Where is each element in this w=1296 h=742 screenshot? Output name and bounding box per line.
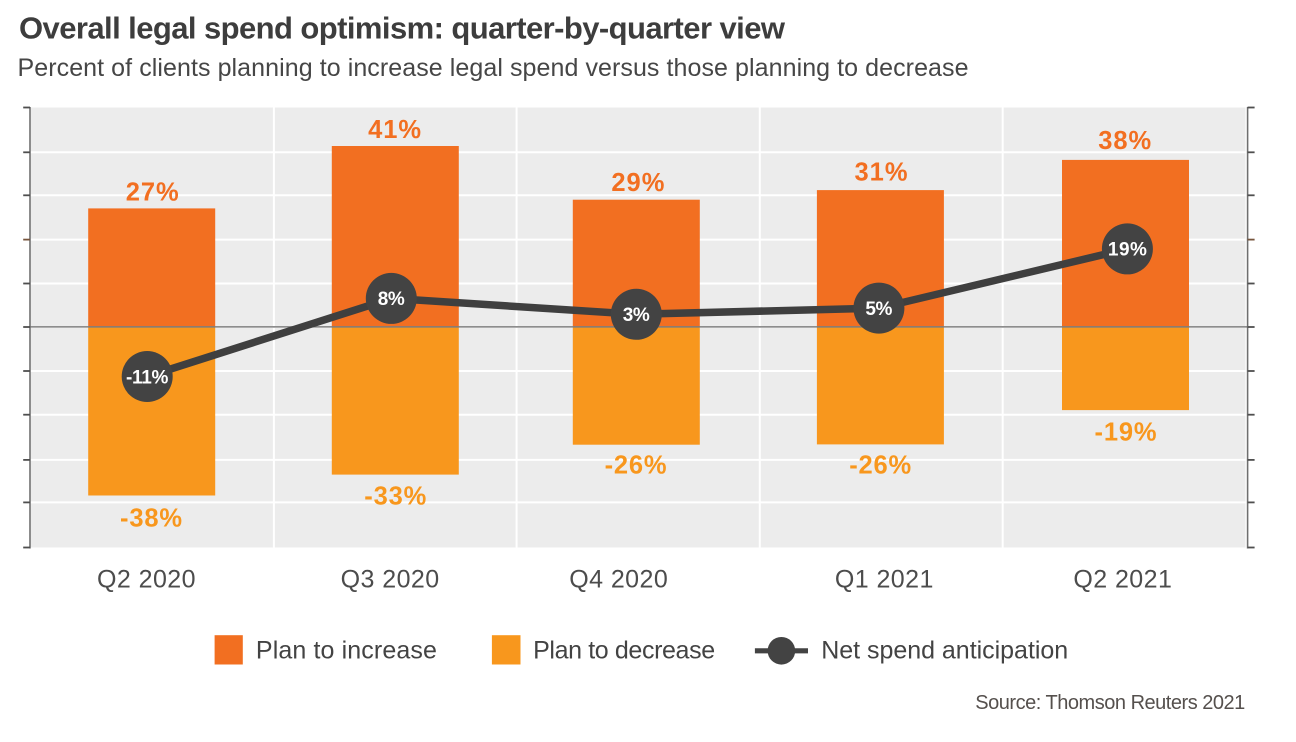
svg-text:-19%: -19% [1095,419,1157,447]
svg-text:Plan to decrease: Plan to decrease [533,636,715,664]
svg-text:Q1 2021: Q1 2021 [835,566,934,594]
svg-text:31%: 31% [855,158,908,186]
svg-text:Overall legal spend optimism:: Overall legal spend optimism: quarter-by… [19,10,786,45]
svg-text:Plan to increase: Plan to increase [256,636,437,664]
svg-text:41%: 41% [368,116,421,144]
svg-text:Q2 2020: Q2 2020 [97,566,196,594]
svg-text:Q4 2020: Q4 2020 [569,566,668,594]
svg-text:-26%: -26% [849,451,911,479]
svg-text:8%: 8% [378,289,405,310]
svg-text:Net spend anticipation: Net spend anticipation [821,636,1068,664]
svg-text:-33%: -33% [364,483,426,511]
svg-text:Q2 2021: Q2 2021 [1073,566,1172,594]
svg-text:Percent of clients planning to: Percent of clients planning to increase … [18,54,969,82]
svg-text:-38%: -38% [120,505,182,533]
svg-text:3%: 3% [623,305,650,326]
svg-text:19%: 19% [1108,240,1147,261]
svg-text:-26%: -26% [605,451,667,479]
svg-text:27%: 27% [126,178,179,206]
svg-text:29%: 29% [611,169,664,197]
svg-text:-11%: -11% [126,367,169,388]
svg-text:Source: Thomson Reuters 2021: Source: Thomson Reuters 2021 [975,692,1245,714]
svg-text:38%: 38% [1098,127,1151,155]
svg-text:Q3 2020: Q3 2020 [341,566,440,594]
svg-text:5%: 5% [865,299,892,320]
